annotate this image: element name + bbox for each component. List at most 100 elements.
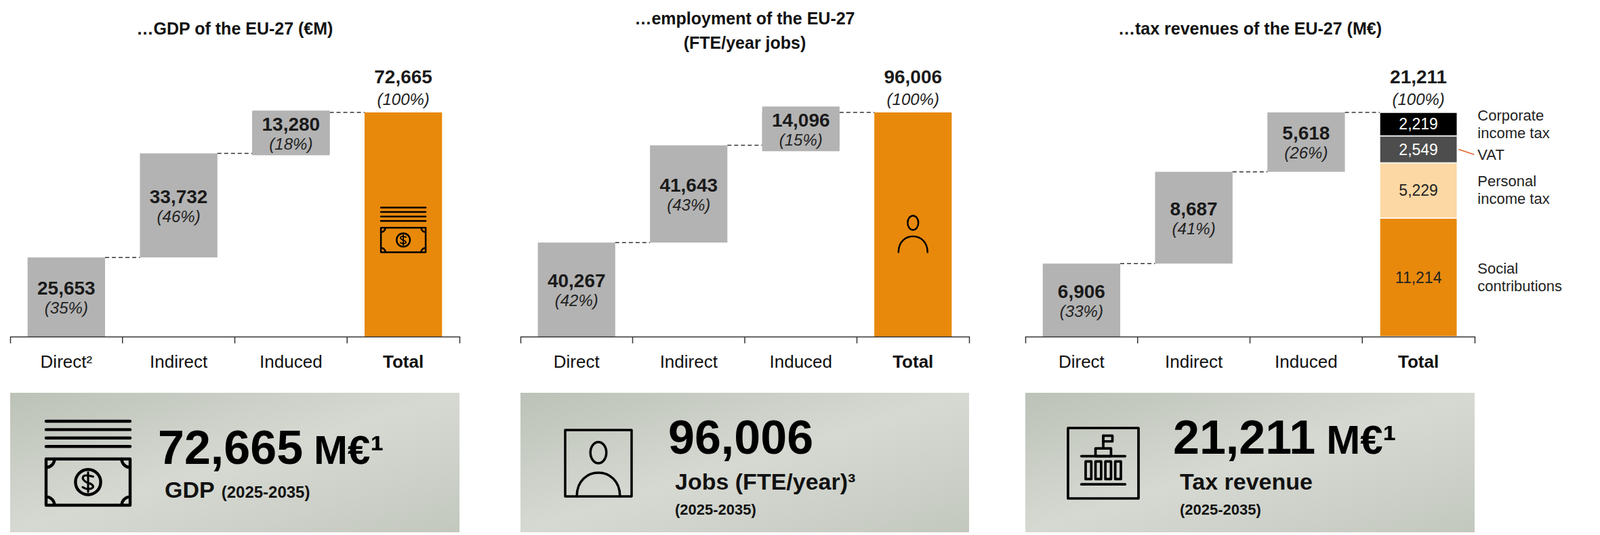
plot-marks — [1042, 112, 1458, 337]
x-tick: Induced — [259, 351, 323, 373]
x-tick: Direct² — [40, 351, 93, 373]
x-tick-label: Direct² — [40, 351, 93, 373]
banner-period: (2025-2035) — [221, 483, 311, 502]
connector — [1345, 111, 1380, 114]
category-separator — [1137, 336, 1139, 344]
share-label: (43%) — [666, 195, 711, 215]
icon-head — [590, 442, 607, 464]
icon-coin — [75, 469, 101, 495]
legend-entry: Personalincome tax — [1477, 172, 1550, 208]
banner: 72,665M€¹GDP(2025-2035) — [10, 393, 460, 533]
banner-background — [520, 393, 970, 533]
x-tick-label: Total — [382, 351, 424, 373]
figure: …GDP of the EU-27 (€M)25,653(35%)33,732(… — [0, 0, 1600, 535]
category-separator — [744, 336, 746, 344]
x-axis: Direct Indirect Induced Total — [521, 336, 970, 373]
share-label: (46%) — [157, 207, 201, 226]
category-separator — [1362, 336, 1364, 344]
bar — [538, 242, 616, 337]
legend: Corporateincome taxVATPersonalincome tax… — [1458, 107, 1563, 295]
banner-period: (2025-2035) — [1179, 501, 1262, 519]
banner-value: 21,211 — [1173, 411, 1316, 465]
legend-line: Corporate — [1477, 107, 1544, 125]
banner-period: (2025-2035) — [674, 501, 757, 519]
bar — [1042, 263, 1121, 337]
icon-bill — [46, 459, 131, 506]
icon-column — [1095, 461, 1102, 480]
icon-column — [1105, 461, 1111, 480]
x-axis-line — [10, 337, 461, 345]
share-label: (42%) — [555, 291, 599, 310]
category-separator — [234, 336, 236, 344]
icon-column — [1085, 461, 1092, 480]
banner: 96,006Jobs (FTE/year)³(2025-2035) — [520, 393, 970, 533]
x-tick-label: Indirect — [660, 351, 719, 373]
bar — [27, 257, 106, 337]
x-tick: Total — [892, 351, 934, 373]
plot-marks — [27, 112, 443, 337]
banner-background — [1025, 393, 1475, 533]
icon-corner — [46, 459, 131, 506]
icon-shoulders — [898, 236, 928, 253]
icon-line — [402, 235, 404, 246]
category-separator — [632, 336, 634, 344]
x-tick-label: Indirect — [149, 351, 209, 373]
icon-person — [565, 430, 632, 497]
connector — [105, 256, 140, 259]
share-label: (26%) — [1284, 143, 1328, 162]
x-tick-label: Direct — [1058, 351, 1106, 373]
icon-line — [46, 420, 131, 423]
icon-line — [1081, 483, 1125, 486]
chart-title: …employment of the EU-27 — [634, 8, 855, 28]
legend-line: income tax — [1477, 190, 1550, 208]
data-labels: 6,906(33%)8,687(41%)5,618(26%)21,211(100… — [1057, 66, 1447, 321]
value-label: 72,665 — [374, 66, 433, 88]
banner-label: Tax revenue — [1179, 468, 1313, 495]
x-tick-label: Induced — [769, 351, 833, 373]
legend-line: income tax — [1477, 124, 1550, 142]
connector — [1232, 171, 1268, 173]
banner: 21,211M€¹ Tax revenue (2025-2035) — [1025, 393, 1475, 533]
icon-cash — [380, 208, 426, 253]
share-label: (100%) — [887, 90, 940, 109]
stack-segment — [1379, 162, 1458, 219]
x-axis-line — [521, 337, 970, 345]
segment-label: 11,214 — [1395, 269, 1443, 287]
connector — [330, 111, 365, 114]
icon-line — [46, 428, 131, 432]
x-tick: Total — [382, 351, 424, 373]
bar — [1379, 112, 1458, 337]
value-label: 21,211 — [1389, 66, 1447, 88]
chart-subtitle: (FTE/year jobs) — [683, 33, 807, 53]
banner-background — [10, 393, 460, 533]
share-label: (100%) — [1391, 90, 1445, 109]
value-label: 13,280 — [262, 113, 321, 135]
bar — [1267, 112, 1345, 173]
icon-cash — [46, 421, 131, 506]
banner-unit: M€¹ — [313, 427, 384, 474]
plot-marks — [538, 112, 953, 337]
connector — [839, 111, 875, 114]
bar — [139, 153, 217, 258]
share-label: (15%) — [779, 130, 823, 150]
banner-unit: M€¹ — [1326, 417, 1397, 463]
icon-frame — [1068, 428, 1139, 499]
share-label: (41%) — [1172, 219, 1216, 238]
x-axis: DirectIndirectInducedTotal — [1026, 336, 1476, 373]
x-tick: Direct — [1058, 351, 1106, 373]
x-tick: Direct — [553, 351, 601, 373]
legend-line: VAT — [1477, 146, 1505, 164]
stack-segment — [1379, 136, 1458, 164]
x-tick: Induced — [1274, 351, 1338, 373]
banner-value: 72,665 — [157, 421, 303, 475]
icon-column — [1115, 461, 1121, 480]
value-label: 33,732 — [149, 186, 209, 208]
value-label: 41,643 — [659, 174, 718, 196]
chart-title: …GDP of the EU-27 (€M) — [136, 18, 334, 38]
x-axis-line — [1026, 337, 1476, 345]
category-separator — [121, 336, 124, 344]
icon-line — [46, 445, 131, 448]
legend-entry: Corporateincome tax — [1477, 107, 1550, 142]
category-separator — [856, 336, 858, 344]
value-label: 8,687 — [1170, 198, 1218, 220]
